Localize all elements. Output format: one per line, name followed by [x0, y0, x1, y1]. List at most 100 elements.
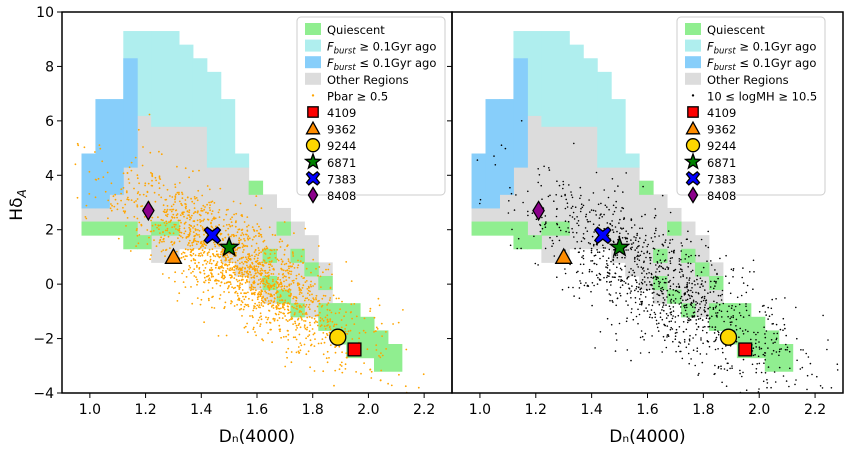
legend-label-points: Pbar ≥ 0.5	[327, 89, 388, 103]
scatter-point	[548, 169, 551, 171]
scatter-point	[646, 245, 648, 248]
scatter-point	[211, 306, 213, 309]
scatter-point	[745, 389, 748, 392]
scatter-point	[611, 220, 613, 222]
scatter-point	[192, 248, 195, 250]
scatter-point	[281, 299, 284, 301]
scatter-point	[606, 206, 608, 208]
scatter-point	[718, 303, 721, 306]
scatter-point	[632, 242, 635, 244]
legend-point-swatch	[311, 94, 315, 97]
scatter-point	[205, 211, 207, 214]
scatter-point	[286, 245, 288, 248]
scatter-point	[358, 337, 360, 340]
scatter-point	[684, 258, 686, 260]
scatter-point	[661, 292, 664, 295]
scatter-point	[508, 200, 510, 202]
scatter-point	[682, 321, 685, 323]
scatter-point	[258, 316, 261, 319]
scatter-point	[236, 247, 239, 250]
scatter-point	[158, 187, 161, 190]
legend-swatch-burst_recent	[685, 56, 701, 69]
scatter-point	[272, 273, 275, 275]
scatter-point	[231, 257, 233, 260]
scatter-point	[166, 215, 169, 218]
scatter-point	[745, 291, 748, 294]
scatter-point	[185, 236, 188, 239]
scatter-point	[290, 361, 293, 364]
scatter-point	[809, 362, 812, 365]
scatter-point	[699, 317, 702, 320]
scatter-point	[304, 320, 307, 322]
scatter-point	[585, 213, 588, 216]
scatter-point	[353, 323, 356, 325]
scatter-point	[281, 260, 284, 263]
scatter-point	[241, 275, 244, 278]
scatter-point	[234, 291, 237, 294]
scatter-point	[269, 322, 272, 324]
scatter-point	[560, 195, 563, 197]
scatter-point	[313, 332, 316, 335]
scatter-point	[294, 336, 297, 339]
scatter-point	[704, 289, 706, 291]
scatter-point	[838, 410, 840, 412]
scatter-point	[267, 271, 270, 274]
scatter-point	[281, 317, 284, 319]
scatter-point	[801, 366, 804, 369]
scatter-point	[285, 319, 288, 321]
scatter-point	[182, 270, 185, 272]
region-cell	[220, 167, 236, 263]
x-tick-label: 2.2	[413, 402, 435, 418]
scatter-point	[220, 271, 222, 274]
scatter-point	[158, 175, 161, 178]
scatter-point	[136, 198, 139, 200]
scatter-point	[678, 258, 681, 260]
scatter-point	[622, 227, 625, 230]
scatter-point	[606, 280, 608, 283]
scatter-point	[641, 282, 644, 285]
scatter-point	[312, 258, 315, 261]
scatter-point	[169, 208, 172, 211]
scatter-point	[149, 258, 152, 261]
scatter-point	[178, 229, 181, 232]
scatter-point	[303, 324, 306, 327]
scatter-point	[583, 238, 586, 240]
scatter-point	[795, 306, 797, 309]
galaxy-marker-4109	[738, 342, 753, 357]
scatter-point	[183, 232, 186, 235]
scatter-point	[363, 317, 366, 320]
scatter-point	[124, 203, 127, 206]
scatter-point	[659, 281, 661, 284]
scatter-point	[764, 311, 767, 313]
scatter-point	[527, 214, 529, 217]
scatter-point	[752, 288, 754, 291]
scatter-point	[663, 299, 666, 301]
scatter-point	[598, 224, 600, 226]
scatter-point	[641, 335, 644, 338]
legend-label-part: ≤ 0.1Gyr ago	[356, 56, 437, 70]
scatter-point	[631, 246, 633, 249]
scatter-point	[669, 285, 672, 288]
scatter-point	[338, 368, 341, 371]
scatter-point	[310, 280, 312, 283]
scatter-point	[314, 320, 317, 322]
scatter-point	[603, 213, 605, 216]
scatter-point	[273, 252, 276, 255]
scatter-point	[681, 270, 683, 273]
scatter-point	[535, 218, 538, 221]
scatter-point	[686, 291, 689, 293]
scatter-point	[238, 237, 241, 240]
scatter-point	[597, 251, 599, 253]
scatter-point	[193, 235, 196, 238]
scatter-point	[243, 221, 246, 223]
scatter-point	[380, 352, 382, 354]
scatter-point	[307, 306, 310, 308]
scatter-point	[293, 306, 295, 309]
scatter-point	[283, 221, 286, 223]
scatter-point	[166, 227, 169, 230]
scatter-point	[752, 347, 755, 350]
scatter-point	[330, 311, 333, 314]
scatter-point	[541, 198, 543, 200]
scatter-point	[621, 228, 623, 230]
scatter-point	[702, 326, 704, 329]
